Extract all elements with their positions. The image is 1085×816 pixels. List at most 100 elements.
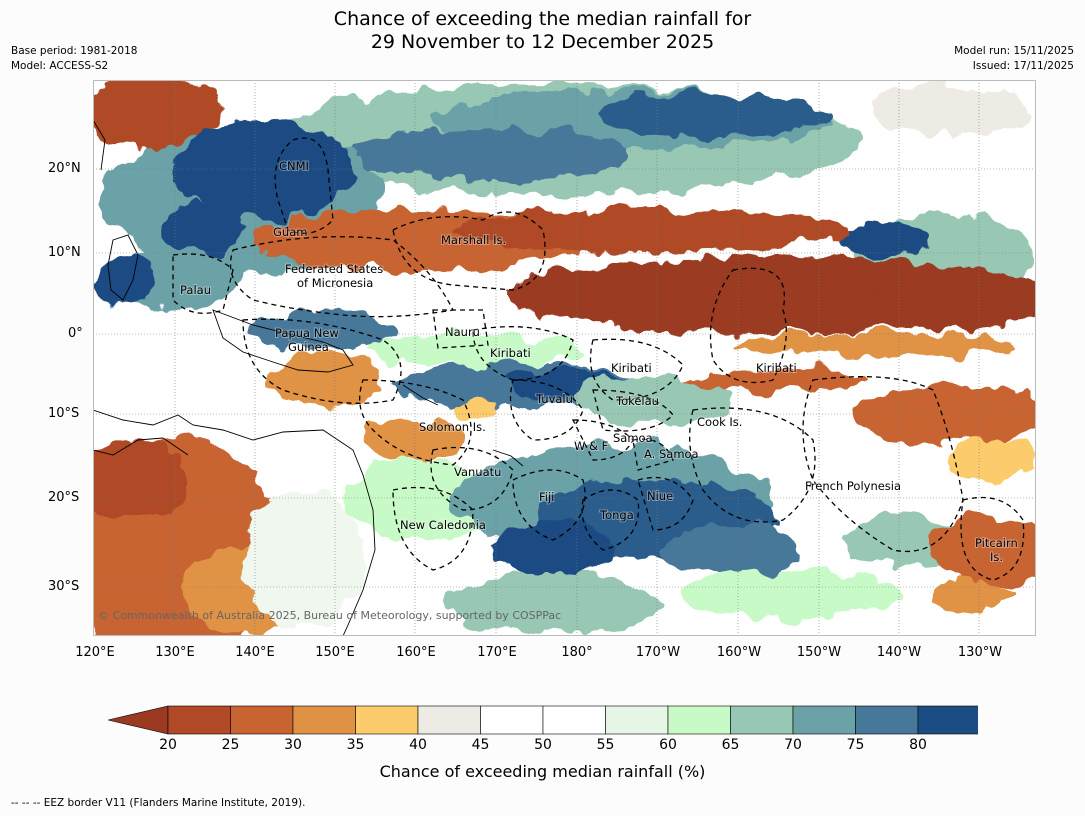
field-region xyxy=(453,398,493,422)
x-label-170e: 170°E xyxy=(477,645,517,660)
eez-pitcairn xyxy=(960,496,1025,581)
colorbar-segment xyxy=(542,705,606,735)
label-solomon: Solomon Is. xyxy=(419,420,486,434)
colorbar-tick-label: 80 xyxy=(909,737,927,753)
y-label-10s: 10°S xyxy=(48,406,80,421)
field-region xyxy=(853,385,1036,445)
field-region xyxy=(353,129,633,181)
eez-kiribati-east xyxy=(709,267,787,384)
model-name: Model: ACCESS-S2 xyxy=(11,60,109,72)
x-label-150w: 150°W xyxy=(796,645,842,660)
base-period: Base period: 1981-2018 xyxy=(11,45,138,57)
label-palau: Palau xyxy=(180,283,211,297)
colorbar-segment xyxy=(480,705,544,735)
coastlines xyxy=(93,119,524,636)
colorbar-tick-label: 55 xyxy=(596,737,615,753)
eez-vanuatu xyxy=(430,446,514,511)
label-fiji: Fiji xyxy=(539,490,554,504)
field-region xyxy=(98,255,158,305)
eez-niue xyxy=(637,476,694,531)
field-region xyxy=(873,85,1033,135)
eez-new-caledonia xyxy=(392,486,474,571)
field-region xyxy=(838,222,928,258)
label-cook: Cook Is. xyxy=(697,415,742,429)
eez-palau xyxy=(172,253,234,314)
label-wf: W & F xyxy=(574,439,608,453)
colorbar-segment xyxy=(417,705,481,735)
colorbar-tick-label: 30 xyxy=(284,737,302,753)
field-region xyxy=(683,570,903,620)
colorbar-tick-label: 70 xyxy=(784,737,802,753)
eez-nauru xyxy=(432,309,489,349)
label-asamoa: A. Samoa xyxy=(644,447,699,461)
colorbar-tick-label: 65 xyxy=(721,737,740,753)
colorbar-segment xyxy=(730,705,794,735)
eez-tuvalu xyxy=(509,379,584,441)
colorbar-tick-label: 20 xyxy=(159,737,177,753)
label-cnmi: CNMI xyxy=(279,159,309,173)
australia-north-coast xyxy=(93,437,189,456)
colorbar-tick-label: 75 xyxy=(846,737,865,753)
field-region xyxy=(363,418,463,462)
eez-samoa xyxy=(632,438,674,471)
x-label-130w: 130°W xyxy=(957,645,1003,660)
field-region xyxy=(163,205,243,255)
label-new-caledonia: New Caledonia xyxy=(400,518,486,532)
colorbar-tick-label: 50 xyxy=(534,737,552,753)
label-nauru: Nauru xyxy=(445,325,480,339)
x-label-180: 180° xyxy=(561,645,593,660)
field-region xyxy=(343,460,503,540)
model-run: Model run: 15/11/2025 xyxy=(954,45,1074,57)
field-region xyxy=(363,334,583,366)
field-region xyxy=(843,515,963,565)
eez-tokelau xyxy=(592,389,674,432)
eez-cnmi xyxy=(274,137,334,234)
colorbar xyxy=(108,705,978,735)
field-region xyxy=(593,93,833,137)
x-label-140e: 140°E xyxy=(235,645,275,660)
asia-coast xyxy=(93,119,106,171)
field-region xyxy=(453,208,853,252)
field-region xyxy=(948,440,1036,480)
colorbar-segment xyxy=(355,705,419,735)
field-region xyxy=(443,575,663,635)
label-samoa: Samoa xyxy=(613,431,653,445)
australia-coast xyxy=(93,409,376,636)
colorbar-tick-label: 35 xyxy=(346,737,365,753)
y-label-20n: 20°N xyxy=(48,161,81,176)
field-region xyxy=(733,333,1013,357)
philippines-coast xyxy=(107,234,139,301)
label-french-polynesia: French Polynesia xyxy=(805,479,901,493)
label-tokelau: Tokelau xyxy=(615,394,659,408)
colorbar-segment xyxy=(605,705,669,735)
y-label-0: 0° xyxy=(68,326,83,341)
label-kiribati-east: Kiribati xyxy=(756,361,797,375)
label-niue: Niue xyxy=(647,489,673,503)
colorbar-tick-label: 60 xyxy=(659,737,677,753)
map-frame xyxy=(93,80,1036,636)
field-region xyxy=(493,520,613,580)
field-region xyxy=(173,120,353,220)
label-kiribati-central: Kiribati xyxy=(611,361,652,375)
colorbar-segment xyxy=(667,705,731,735)
label-pitcairn-2: Is. xyxy=(990,550,1003,564)
solomon-coast xyxy=(402,384,439,406)
label-guam: Guam xyxy=(273,225,307,239)
label-png-2: Guinea xyxy=(288,340,329,354)
meta-left: Base period: 1981-2018 Model: ACCESS-S2 xyxy=(11,44,137,74)
eez-french-polynesia xyxy=(802,376,964,552)
colorbar-segment xyxy=(230,705,294,735)
colorbar-segment xyxy=(792,705,856,735)
field-region xyxy=(933,515,1036,585)
label-tuvalu: Tuvalu xyxy=(535,392,573,406)
field-region xyxy=(93,440,193,520)
colorbar-segment xyxy=(855,705,919,735)
x-label-150e: 150°E xyxy=(315,645,355,660)
label-kiribati-west: Kiribati xyxy=(490,346,531,360)
colorbar-extend-low xyxy=(108,705,169,735)
label-fsm-1: Federated States xyxy=(285,262,383,276)
eez-kiribati-central xyxy=(589,338,684,401)
label-fsm-2: of Micronesia xyxy=(297,276,373,290)
label-png-1: Papua New xyxy=(275,326,339,340)
colorbar-label: Chance of exceeding median rainfall (%) xyxy=(379,762,706,781)
